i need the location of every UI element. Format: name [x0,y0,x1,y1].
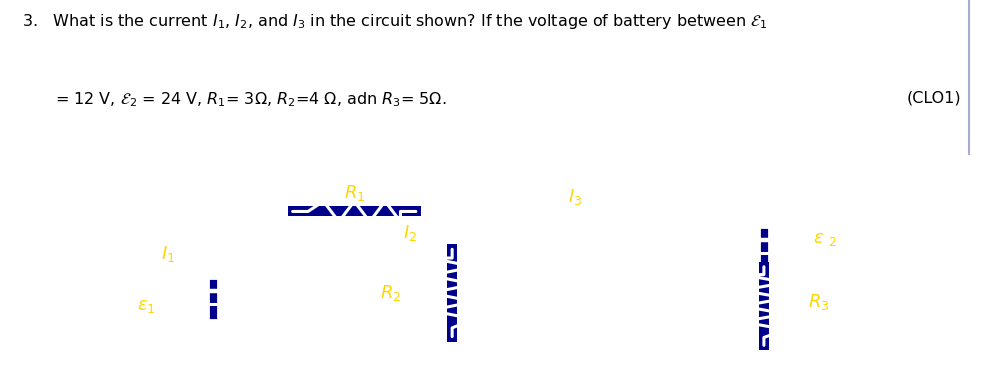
Text: $R_2$: $R_2$ [380,283,401,303]
Text: $\varepsilon\ _2$: $\varepsilon\ _2$ [814,230,838,248]
Text: $R_3$: $R_3$ [808,292,829,312]
Text: $I_1$: $I_1$ [161,244,175,264]
Text: = 12 V, $\mathcal{E}_2$ = 24 V, $R_1$= 3Ω, $R_2$=4 Ω, adn $R_3$= 5Ω.: = 12 V, $\mathcal{E}_2$ = 24 V, $R_1$= 3… [55,90,447,109]
Text: 3.   What is the current $I_1$, $I_2$, and $I_3$ in the circuit shown? If the vo: 3. What is the current $I_1$, $I_2$, and… [22,12,767,31]
Text: (CLO1): (CLO1) [907,90,962,105]
Text: $\varepsilon_1$: $\varepsilon_1$ [137,297,155,315]
Text: $R_1$: $R_1$ [343,182,365,203]
Text: $I_2$: $I_2$ [403,223,417,243]
Text: $I_3$: $I_3$ [568,187,582,207]
